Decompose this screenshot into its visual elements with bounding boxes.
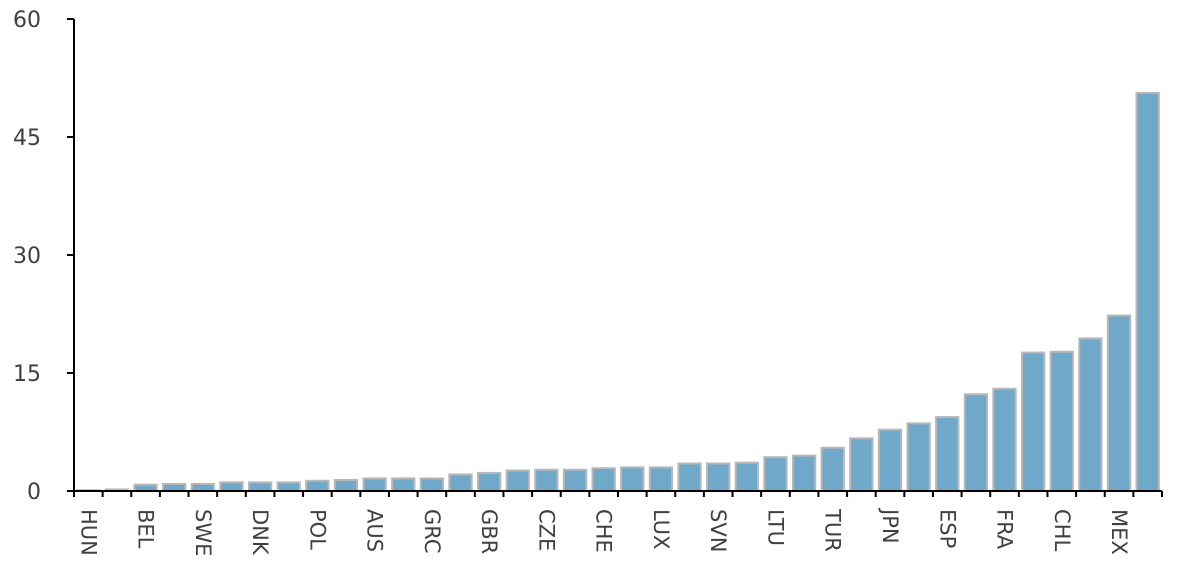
y-tick-label: 0 (27, 480, 41, 505)
x-tick-label: GBR (477, 509, 501, 554)
bar (1020, 351, 1046, 492)
bar (333, 478, 359, 492)
bar (562, 468, 588, 493)
x-tick-label: LTU (763, 509, 787, 546)
bar (1049, 350, 1074, 493)
y-tick-label: 15 (13, 362, 41, 387)
y-tick-label: 30 (13, 244, 41, 269)
x-axis: HUN BEL SWE DNK POL AUS GRC GBR CZE CHE LUX SVN LTU T… (73, 490, 1163, 556)
x-tick-label: ESP (935, 509, 959, 548)
x-tick-label: AUS (363, 509, 387, 552)
bar (190, 482, 216, 493)
bar (276, 481, 301, 493)
bar (906, 422, 931, 493)
bar (305, 479, 330, 492)
x-tick-label: CHE (592, 509, 616, 553)
x-tick-label: HUN (76, 509, 100, 556)
bar (162, 482, 187, 493)
x-tick-label: MEX (1107, 509, 1131, 555)
x-tick-label: JPN (878, 507, 902, 544)
bar (591, 467, 616, 493)
x-tick-label: LUX (649, 509, 673, 549)
bar (448, 473, 473, 493)
y-axis: 0 15 30 45 60 (13, 8, 75, 505)
bar (247, 481, 273, 493)
bar (734, 461, 760, 492)
bar (1078, 337, 1103, 493)
bar (476, 471, 502, 493)
x-tick-label: GRC (420, 509, 444, 553)
bar (1135, 91, 1160, 492)
bar (935, 416, 960, 492)
x-tick-label: TUR (821, 508, 845, 552)
bar (219, 481, 244, 493)
bar (648, 466, 674, 492)
bar (763, 456, 788, 493)
bar (677, 462, 702, 493)
bar (620, 466, 645, 492)
x-tick-label: FRA (993, 509, 1017, 550)
bar (992, 387, 1017, 493)
bar (877, 428, 903, 493)
y-tick-label: 60 (13, 8, 41, 33)
x-tick-label: POL (305, 509, 329, 550)
x-tick-label: SWE (191, 509, 215, 556)
bar (963, 393, 989, 492)
bar (1106, 314, 1132, 492)
x-tick-label: DNK (248, 509, 272, 556)
bar (820, 446, 845, 493)
x-tick-label: SVN (706, 509, 730, 552)
bars (76, 91, 1160, 493)
bar (706, 462, 731, 493)
bar (505, 469, 530, 492)
bar (419, 477, 445, 493)
bar (391, 477, 416, 493)
x-tick-label: BEL (134, 509, 158, 549)
bar (849, 437, 874, 493)
y-tick-label: 45 (13, 126, 41, 151)
bar (791, 454, 817, 493)
bar (534, 468, 559, 493)
x-tick-label: CHL (1050, 509, 1074, 551)
bar (362, 477, 387, 493)
x-tick-label: CZE (534, 509, 558, 551)
